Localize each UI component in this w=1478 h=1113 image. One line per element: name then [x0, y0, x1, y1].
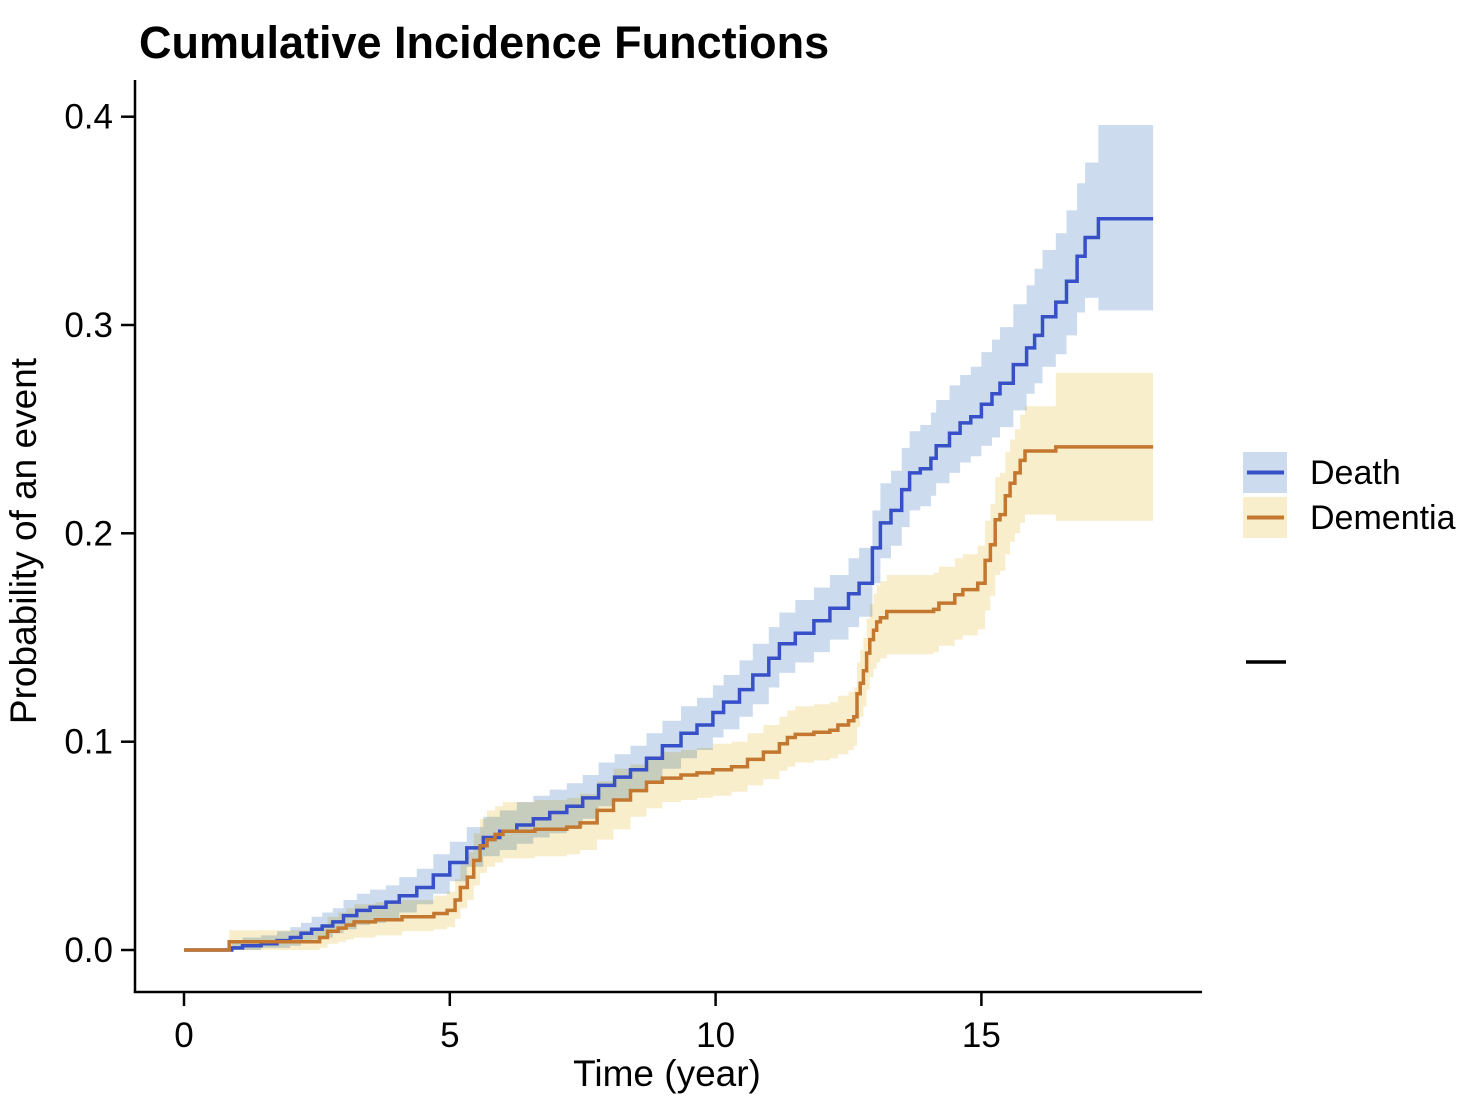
legend: Death Dementia — [1243, 452, 1456, 664]
legend-entry-dementia: Dementia — [1243, 497, 1456, 538]
dementia-curve — [184, 445, 1154, 952]
survival-curves — [184, 217, 1154, 952]
x-tick-label: 0 — [174, 1016, 193, 1055]
y-tick-label: 0.0 — [64, 931, 113, 970]
chart-title: Cumulative Incidence Functions — [139, 17, 829, 68]
x-tick-label: 15 — [962, 1016, 1001, 1055]
x-tick-label: 10 — [696, 1016, 735, 1055]
legend-label-death: Death — [1310, 454, 1401, 492]
dementia-confidence-band — [184, 372, 1154, 950]
y-tick-label: 0.1 — [64, 723, 113, 762]
y-axis-ticks: 0.0 0.1 0.2 0.3 0.4 — [64, 98, 135, 970]
y-tick-label: 0.4 — [64, 98, 113, 137]
y-tick-label: 0.2 — [64, 514, 113, 553]
confidence-bands — [184, 125, 1154, 950]
axes: 0 5 10 15 0.0 0.1 0.2 0.3 0.4 — [64, 80, 1202, 1055]
y-tick-label: 0.3 — [64, 306, 113, 345]
y-axis-title: Probability of an event — [3, 357, 44, 724]
legend-entry-death: Death — [1243, 452, 1401, 493]
x-axis-ticks: 0 5 10 15 — [174, 992, 1001, 1055]
x-tick-label: 5 — [440, 1016, 459, 1055]
legend-label-dementia: Dementia — [1310, 499, 1456, 537]
death-curve — [184, 217, 1154, 952]
x-axis-title: Time (year) — [573, 1053, 761, 1094]
